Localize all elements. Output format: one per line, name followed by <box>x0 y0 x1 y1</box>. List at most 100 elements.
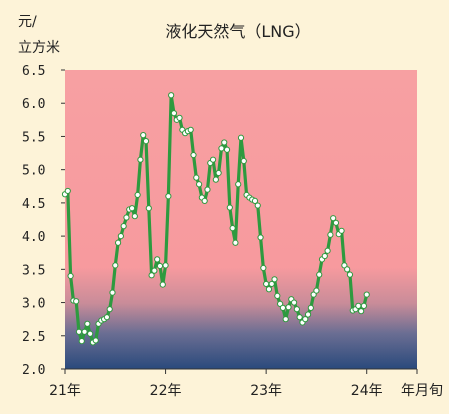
data-point <box>137 156 144 163</box>
data-point <box>346 271 354 278</box>
data-point <box>235 181 242 188</box>
data-point <box>84 320 91 327</box>
data-point <box>123 214 130 221</box>
data-point <box>296 314 303 321</box>
data-point <box>117 233 124 240</box>
data-point <box>285 304 292 311</box>
data-point <box>324 247 331 254</box>
data-point <box>363 291 370 298</box>
x-tick-label: 22年 <box>150 383 182 399</box>
data-point <box>268 280 275 288</box>
data-point <box>257 234 264 241</box>
x-axis-label: 年月旬 <box>401 383 443 399</box>
series-markers <box>61 92 370 346</box>
data-point <box>176 114 183 121</box>
x-tick-label: 21年 <box>49 383 81 399</box>
data-point <box>221 139 228 146</box>
data-point <box>223 146 231 153</box>
y-tick-label: 3.0 <box>22 297 45 312</box>
y-tick-label: 5.0 <box>22 164 45 179</box>
data-point <box>64 187 71 195</box>
data-point <box>251 197 259 204</box>
data-point <box>212 176 219 183</box>
data-point <box>218 145 225 152</box>
data-point <box>355 302 362 309</box>
data-point <box>156 262 164 270</box>
y-tick-label: 4.0 <box>22 230 45 245</box>
data-point <box>240 157 247 165</box>
data-point <box>109 289 116 296</box>
y-tick-label: 6.0 <box>22 97 45 112</box>
y-tick-label: 6.5 <box>22 64 45 79</box>
data-point <box>73 298 80 305</box>
data-point <box>360 302 368 309</box>
data-point <box>274 292 281 300</box>
y-axis-unit-line2: 立方米 <box>18 40 60 56</box>
data-point <box>229 225 236 232</box>
data-point <box>201 197 208 204</box>
data-point <box>302 316 309 323</box>
y-axis-ticks: 2.0 2.5 3.0 3.5 4.0 4.5 5.0 5.5 6.0 6.5 <box>22 64 65 378</box>
data-point <box>330 215 337 222</box>
data-point <box>165 193 172 200</box>
data-point <box>128 205 136 212</box>
data-point <box>168 92 175 99</box>
data-point <box>75 328 83 335</box>
y-tick-label: 2.5 <box>22 330 45 345</box>
data-point <box>193 174 200 181</box>
data-point <box>170 110 178 117</box>
data-point <box>148 272 155 279</box>
data-point <box>154 256 161 263</box>
data-point <box>87 330 94 337</box>
data-point <box>279 304 287 311</box>
data-point <box>187 126 194 133</box>
x-tick-label: 23年 <box>250 383 282 399</box>
chart-title: 液化天然气（LNG） <box>165 22 310 41</box>
data-point <box>226 204 233 211</box>
data-point <box>204 186 211 193</box>
y-axis-unit-line1: 元/ <box>18 14 37 30</box>
data-point <box>271 276 278 283</box>
data-point <box>106 306 113 313</box>
data-point <box>263 280 270 288</box>
data-point <box>265 286 273 293</box>
data-point <box>254 202 261 209</box>
data-point <box>134 191 141 199</box>
data-point <box>162 262 169 269</box>
data-point <box>316 271 323 278</box>
y-tick-label: 3.5 <box>22 263 45 278</box>
y-tick-label: 2.0 <box>22 363 45 378</box>
data-point <box>293 306 300 313</box>
data-point <box>131 213 138 220</box>
data-point <box>81 328 88 335</box>
data-point <box>114 239 122 246</box>
data-point <box>151 267 158 274</box>
data-point <box>321 252 328 260</box>
data-point <box>332 219 340 226</box>
data-point <box>327 231 334 238</box>
data-point <box>145 205 152 212</box>
x-tick-label: 24年 <box>351 383 383 399</box>
data-point <box>140 132 147 139</box>
data-point <box>195 181 203 188</box>
data-point <box>260 264 267 272</box>
data-point <box>313 287 320 294</box>
data-point <box>232 239 239 246</box>
data-point <box>209 156 217 163</box>
y-tick-label: 5.5 <box>22 130 45 145</box>
x-axis-ticks: 21年 22年 23年 24年 <box>49 369 418 399</box>
data-point <box>290 299 298 306</box>
data-point <box>120 223 127 230</box>
data-point <box>215 169 222 177</box>
data-point <box>67 272 74 280</box>
data-point <box>190 151 197 159</box>
data-point <box>112 262 119 269</box>
data-point <box>307 304 314 311</box>
data-point <box>159 281 166 288</box>
data-point <box>338 227 345 234</box>
plot-background <box>65 70 417 369</box>
data-point <box>92 337 99 344</box>
data-point <box>237 134 245 141</box>
data-point <box>344 266 351 273</box>
